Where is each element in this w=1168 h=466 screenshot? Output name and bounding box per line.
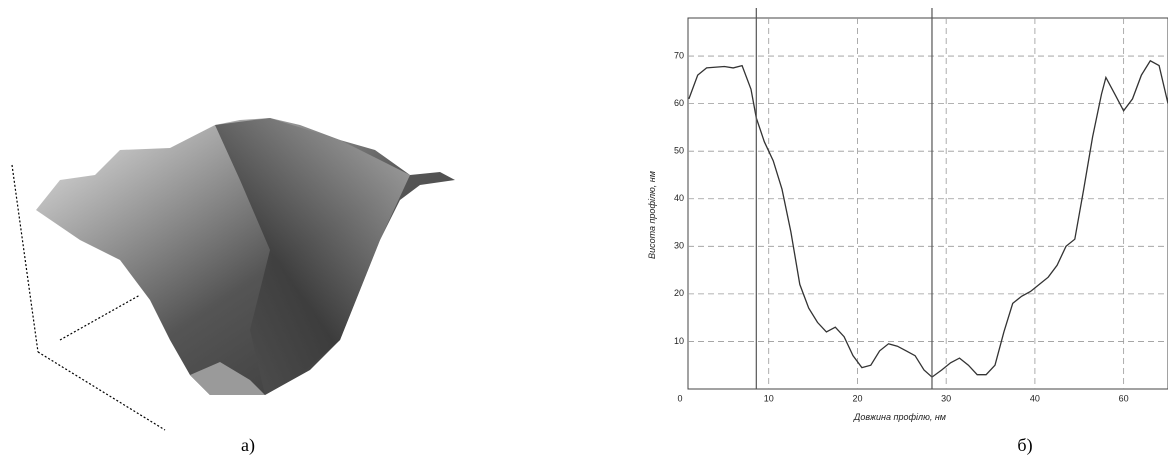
x-tick-label: 60 <box>1119 393 1129 403</box>
y-tick-label: 40 <box>674 193 684 203</box>
caption: б) <box>1017 435 1032 456</box>
x-tick-label: 30 <box>941 393 951 403</box>
x-tick-label: 20 <box>852 393 862 403</box>
caption: а) <box>241 435 255 456</box>
x-tick-label: 40 <box>1030 393 1040 403</box>
surface-3d <box>36 118 455 395</box>
plot-area <box>688 18 1168 389</box>
x-axis-title: Довжина профілю, нм <box>853 412 946 422</box>
x-tick-label: 10 <box>764 393 774 403</box>
y-tick-label: 10 <box>674 336 684 346</box>
y-tick-label: 70 <box>674 50 684 60</box>
figure: а) б) Довжина профілю, нм Висота профілю… <box>0 0 1168 466</box>
y-tick-label: 50 <box>674 146 684 156</box>
y-tick-label: 60 <box>674 98 684 108</box>
y-axis-title: Висота профілю, нм <box>647 171 657 259</box>
y-tick-label: 20 <box>674 288 684 298</box>
x-tick-label: 0 <box>677 393 682 403</box>
y-tick-label: 30 <box>674 241 684 251</box>
